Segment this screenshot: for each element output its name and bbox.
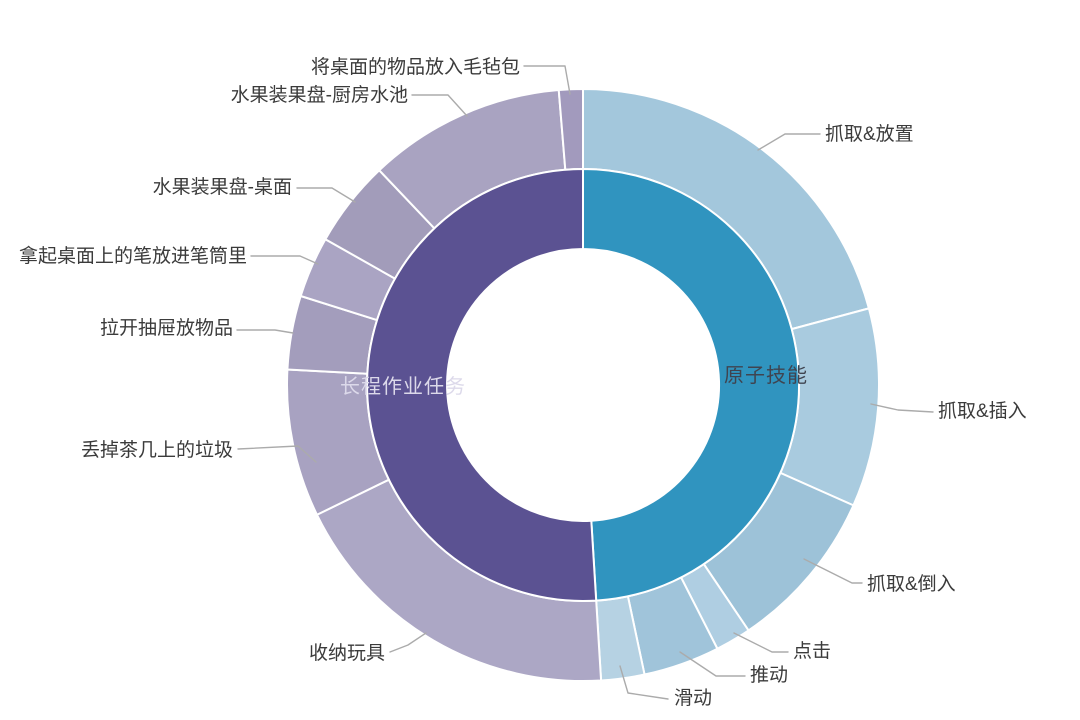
callout-label: 抓取&倒入: [867, 573, 956, 595]
inner-ring-label: 原子技能: [724, 364, 808, 387]
leader-line: [870, 403, 934, 413]
leader-line: [523, 65, 571, 95]
callout-label: 水果装果盘-桌面: [153, 176, 292, 198]
callout-label: 点击: [793, 640, 831, 662]
leader-line: [411, 94, 468, 117]
leader-line: [236, 329, 294, 334]
leader-line: [237, 445, 317, 463]
leader-line: [803, 558, 863, 584]
callout-label: 将桌面的物品放入毛毡包: [311, 56, 520, 78]
inner-ring: [366, 168, 801, 602]
leader-line: [389, 632, 427, 653]
leader-line: [296, 187, 356, 203]
inner-ring-label: 长程作业任务: [340, 375, 466, 398]
callout-label: 拉开抽屉放物品: [100, 317, 233, 339]
callout-label: 抓取&放置: [825, 123, 914, 145]
callout-label: 滑动: [674, 687, 712, 709]
leader-line: [757, 133, 821, 151]
callout-label: 水果装果盘-厨房水池: [231, 84, 408, 106]
callout-label: 推动: [750, 664, 788, 686]
inner-ring-segment: [366, 168, 598, 602]
callout-label: 拿起桌面上的笔放进笔筒里: [19, 244, 247, 267]
leader-line: [619, 665, 669, 700]
callout-label: 丢掉茶几上的垃圾: [81, 439, 233, 461]
callout-label: 收纳玩具: [309, 642, 385, 664]
inner-ring-segment: [582, 168, 801, 602]
leader-line: [679, 651, 746, 677]
leader-line: [250, 255, 319, 265]
leader-line: [733, 632, 789, 653]
callout-label: 抓取&插入: [938, 400, 1027, 422]
leader-lines: [236, 65, 934, 700]
